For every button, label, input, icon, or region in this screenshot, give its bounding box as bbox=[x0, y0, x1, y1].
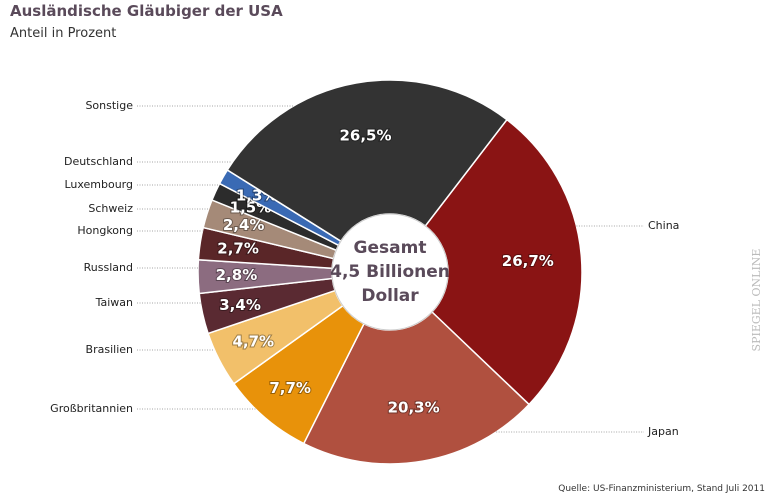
value-label: 2,8% bbox=[216, 266, 258, 284]
value-label: 7,7% bbox=[269, 379, 311, 397]
donut-hole bbox=[331, 213, 449, 331]
category-label: Luxembourg bbox=[64, 178, 133, 191]
category-label: Taiwan bbox=[95, 296, 133, 309]
source: Quelle: US-Finanzministerium, Stand Juli… bbox=[558, 484, 765, 494]
chart-title: Ausländische Gläubiger der USA bbox=[10, 2, 283, 20]
center-label: Dollar bbox=[361, 286, 419, 306]
value-label: 4,7% bbox=[232, 333, 274, 351]
value-label: 2,4% bbox=[223, 216, 265, 234]
value-label: 26,7% bbox=[502, 252, 554, 270]
watermark: SPIEGEL ONLINE bbox=[750, 249, 763, 352]
category-label: Russland bbox=[84, 261, 133, 274]
category-label: Sonstige bbox=[85, 99, 133, 112]
category-label: Großbritannien bbox=[50, 402, 133, 415]
category-label: Schweiz bbox=[88, 202, 133, 215]
value-label: 20,3% bbox=[388, 399, 440, 417]
chart-subtitle: Anteil in Prozent bbox=[10, 26, 116, 41]
category-label: Deutschland bbox=[64, 155, 133, 168]
value-label: 26,5% bbox=[339, 126, 391, 144]
category-label: Brasilien bbox=[86, 343, 133, 356]
category-label: China bbox=[648, 219, 679, 232]
value-label: 3,4% bbox=[219, 296, 261, 314]
center-label: Gesamt bbox=[354, 238, 427, 258]
category-label: Hongkong bbox=[77, 224, 133, 237]
center-label: 4,5 Billionen bbox=[330, 262, 450, 282]
category-label: Japan bbox=[647, 425, 679, 438]
value-label: 2,7% bbox=[217, 240, 259, 258]
